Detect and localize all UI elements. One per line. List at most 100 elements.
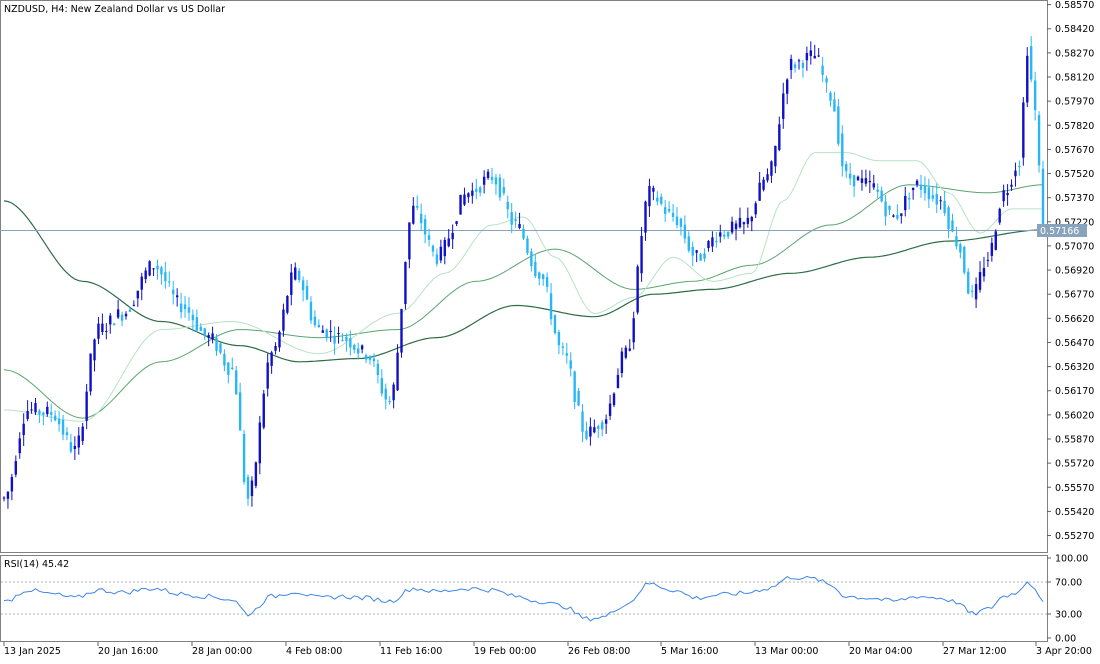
candle[interactable] [577,387,580,407]
candle[interactable] [451,224,454,249]
candle[interactable] [124,311,128,320]
candle[interactable] [467,192,470,203]
candle[interactable] [911,187,915,200]
candle[interactable] [931,186,935,202]
candle[interactable] [703,248,706,262]
candle[interactable] [148,260,151,277]
candle[interactable] [301,276,305,302]
candle[interactable] [593,419,596,434]
candle[interactable] [813,44,816,59]
candle[interactable] [1002,184,1005,207]
candle[interactable] [632,311,635,350]
candle[interactable] [109,313,112,334]
candle[interactable] [203,327,206,341]
candle[interactable] [608,394,612,420]
candle[interactable] [640,226,643,282]
price-axis[interactable]: 0.58570 0.58420 0.58270 0.58120 0.57970 0.578… [1047,0,1094,542]
candle[interactable] [1010,179,1013,191]
candle[interactable] [793,61,797,73]
candle[interactable] [227,361,230,384]
candle[interactable] [384,383,387,410]
candle[interactable] [601,419,604,437]
candle[interactable] [1018,160,1021,176]
candle[interactable] [1029,36,1033,83]
candle[interactable] [774,145,777,174]
candle[interactable] [738,207,742,229]
candle[interactable] [919,174,923,198]
candle[interactable] [337,326,340,344]
candle[interactable] [105,323,108,340]
candle[interactable] [132,300,136,307]
candle[interactable] [569,352,572,377]
candle[interactable] [545,272,549,293]
candle[interactable] [380,369,384,397]
candle[interactable] [974,277,978,308]
candle[interactable] [396,344,399,391]
candle[interactable] [215,334,218,356]
candle[interactable] [797,58,801,70]
candle[interactable] [116,299,120,320]
candle[interactable] [278,330,281,352]
candle[interactable] [821,56,824,83]
candle[interactable] [26,400,29,422]
candle[interactable] [691,241,694,267]
candle[interactable] [538,271,541,286]
candle[interactable] [175,288,179,307]
candle[interactable] [274,342,277,355]
candle[interactable] [368,355,372,365]
candle[interactable] [888,205,891,215]
candle[interactable] [199,323,202,332]
candle[interactable] [223,349,226,372]
candle[interactable] [179,292,183,319]
candle[interactable] [719,224,722,243]
candle[interactable] [856,175,860,181]
candle[interactable] [172,280,175,305]
candle[interactable] [585,421,588,441]
candle[interactable] [286,295,289,315]
candle[interactable] [439,239,443,264]
candle[interactable] [152,268,155,277]
candle[interactable] [77,427,80,455]
candle[interactable] [660,193,663,206]
candle[interactable] [852,174,856,197]
candle[interactable] [506,195,509,219]
candle[interactable] [404,261,407,310]
candle[interactable] [136,290,140,307]
candle[interactable] [695,249,698,263]
candle[interactable] [864,169,868,187]
candle[interactable] [408,222,411,269]
candle[interactable] [892,214,895,218]
candle[interactable] [282,303,285,337]
candle[interactable] [246,474,250,506]
candle[interactable] [656,191,659,206]
candle[interactable] [880,186,883,203]
candle[interactable] [734,220,738,241]
candle[interactable] [679,217,683,236]
candle[interactable] [97,316,100,345]
candle[interactable] [73,436,77,460]
candle[interactable] [455,220,458,227]
candle[interactable] [10,473,14,501]
candle[interactable] [502,178,506,196]
candle[interactable] [534,254,537,279]
candle[interactable] [447,229,450,248]
candle[interactable] [305,279,309,301]
candle[interactable] [982,256,986,282]
candle[interactable] [959,242,962,259]
candle[interactable] [998,207,1001,225]
candle[interactable] [34,398,37,416]
candle[interactable] [565,343,568,364]
candle[interactable] [663,199,667,222]
candle[interactable] [860,169,864,191]
candle[interactable] [778,116,781,152]
candle[interactable] [935,183,938,214]
candle[interactable] [817,48,820,58]
candle[interactable] [69,433,73,454]
candle[interactable] [183,296,187,318]
candle[interactable] [742,221,746,235]
candle[interactable] [262,390,265,430]
candle[interactable] [412,197,415,225]
candle[interactable] [868,170,872,193]
candle[interactable] [392,382,395,409]
